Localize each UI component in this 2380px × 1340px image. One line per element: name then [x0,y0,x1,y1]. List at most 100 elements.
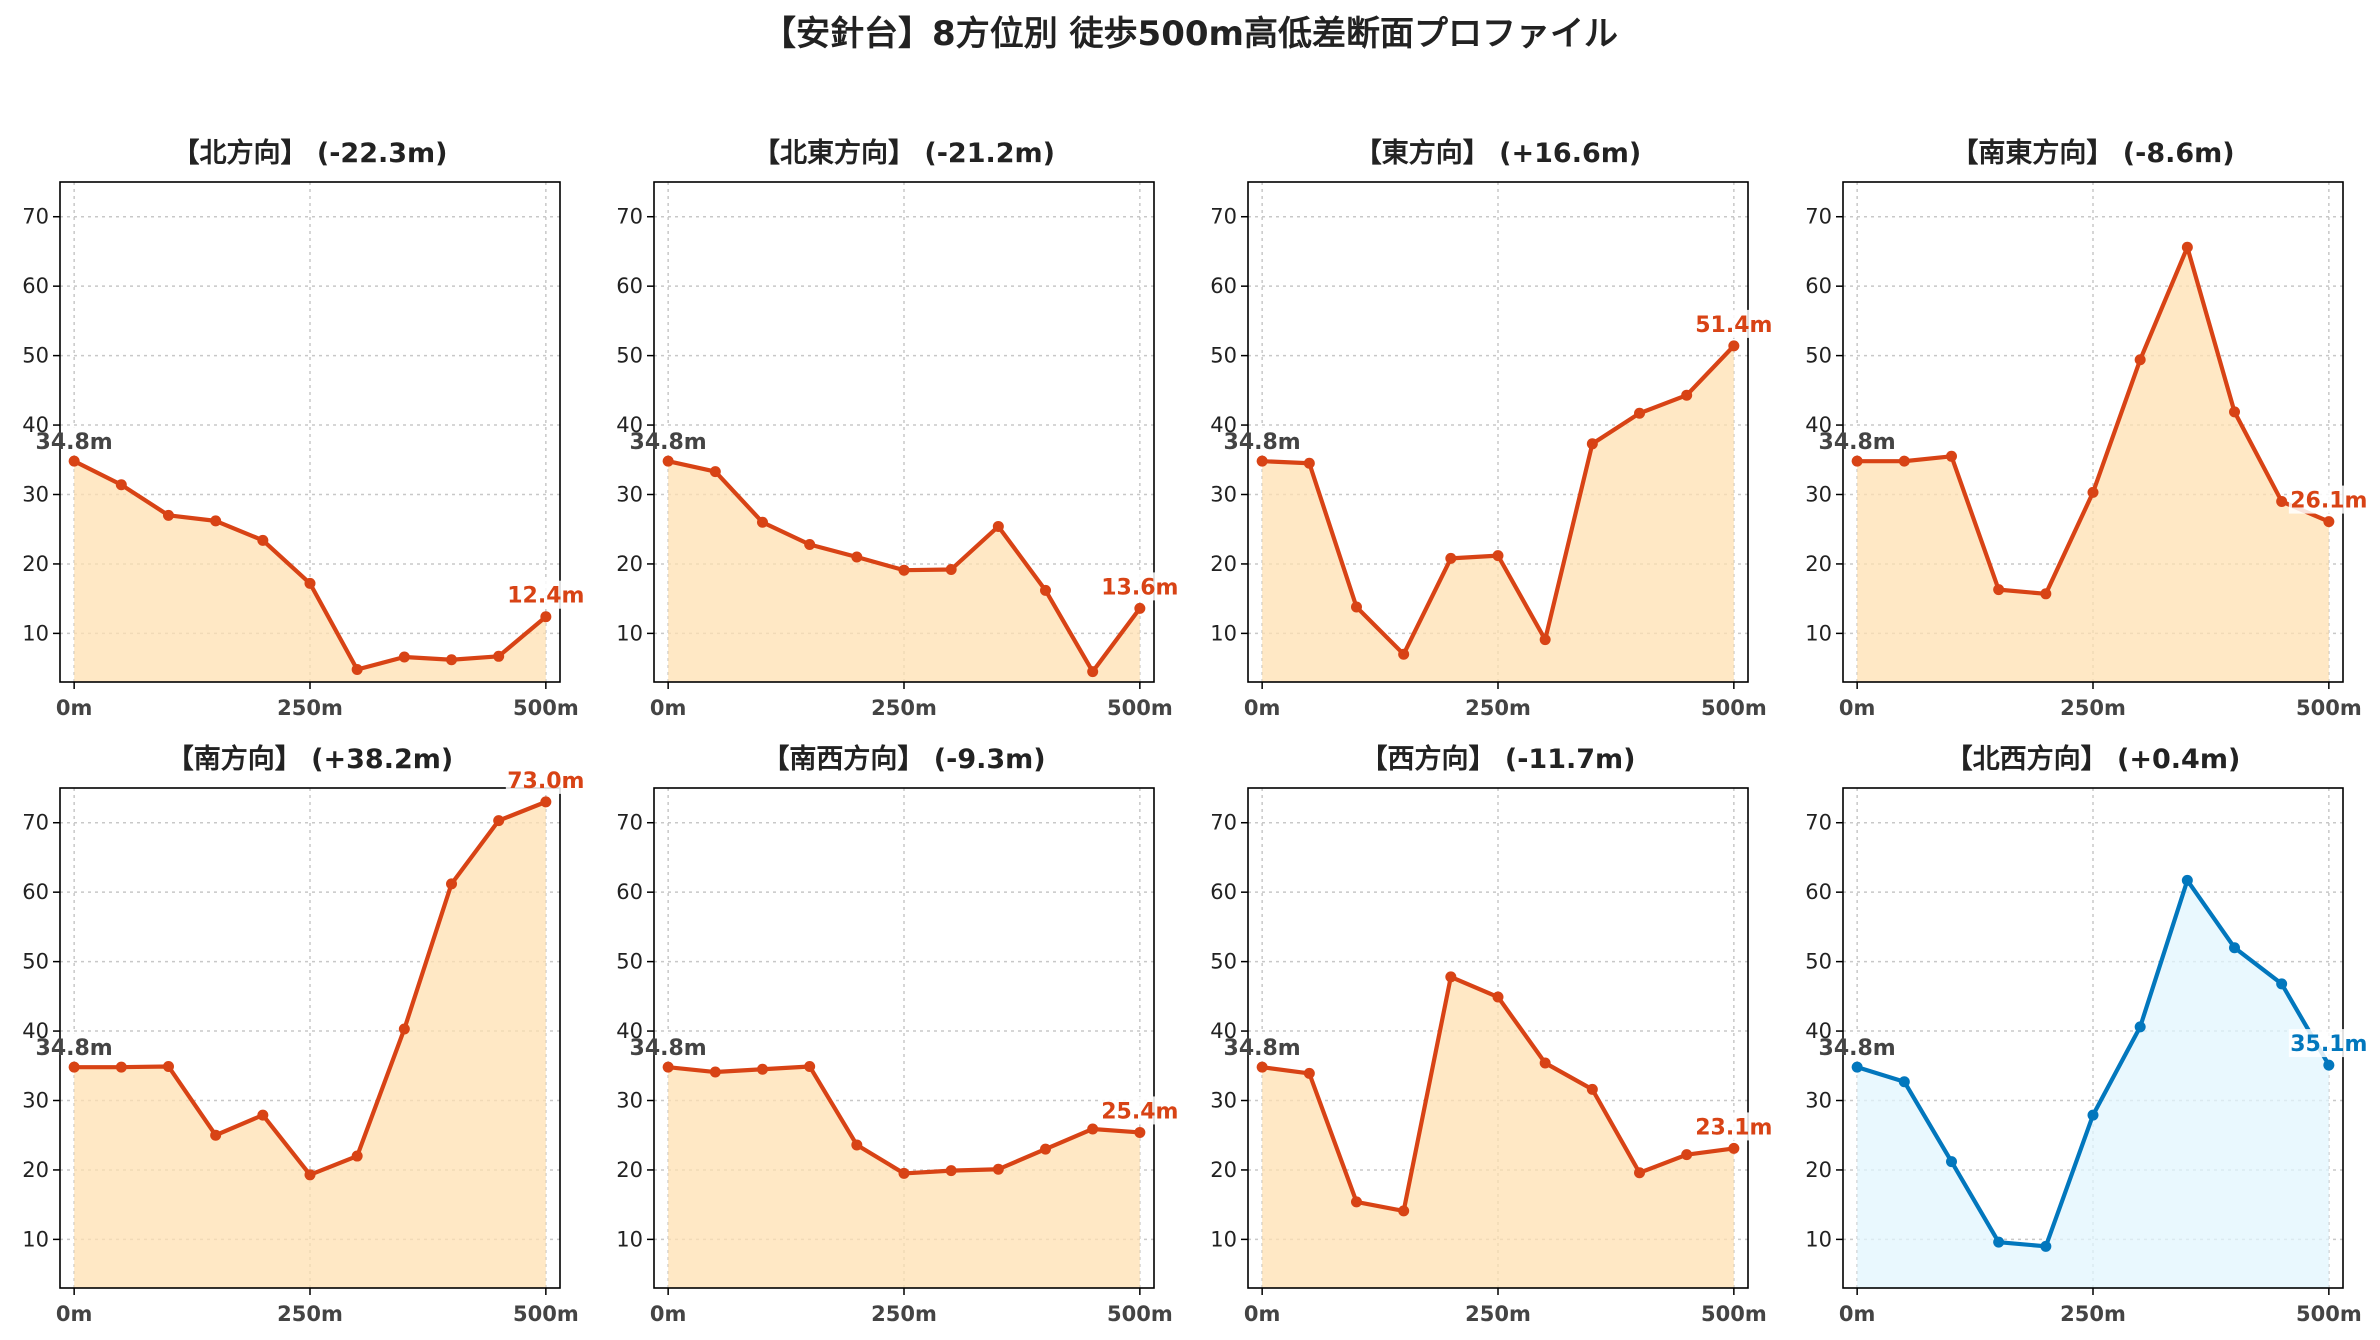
profile-point [662,1061,674,1073]
start-label-halo [1250,427,1275,454]
profile-point [1040,584,1052,596]
end-elevation-label: 51.4m [1695,313,1772,338]
profile-point [398,651,410,663]
profile-point [1492,991,1504,1003]
panel-2: 【北東方向】 (-21.2m) 10 20 30 40 50 60 70 0m 250m 500m 3… [616,137,1180,720]
profile-point [257,1109,269,1121]
end-label-halo [2288,1029,2369,1058]
profile-point [992,1163,1004,1175]
profile-point [756,1063,768,1075]
end-label-halo [2288,485,2369,514]
profile-area [1262,976,1734,1288]
x-tick-label: 250m [277,1302,343,1326]
x-tick-label: 0m [1839,1302,1876,1326]
profile-point [446,878,458,890]
panel-3: 【東方向】 (+16.6m) 10 20 30 40 50 60 70 0m 250m 500m 34… [1210,137,1774,720]
profile-point [1134,1126,1146,1138]
y-tick-label: 40 [1210,1019,1237,1043]
profile-point [898,564,910,576]
profile-point [162,509,174,521]
y-tick-label: 40 [22,413,49,437]
profile-point [1256,455,1268,467]
panel-title: 【北西方向】 (+0.4m) [1946,743,2241,775]
x-tick-label: 0m [1244,696,1281,720]
y-tick-label: 60 [22,274,49,298]
y-tick-label: 30 [1210,1089,1237,1113]
profile-point [851,551,863,563]
y-tick-label: 70 [1210,811,1237,835]
profile-area [74,801,546,1288]
x-tick-label: 500m [1701,696,1767,720]
profile-point [2087,1109,2099,1121]
profile-point [115,1061,127,1073]
x-tick-label: 500m [2296,696,2362,720]
profile-point [1539,634,1551,646]
y-tick-label: 60 [1210,274,1237,298]
profile-point [945,1165,957,1177]
y-tick-label: 50 [22,950,49,974]
profile-point [210,1129,222,1141]
profile-point [1087,666,1099,678]
y-tick-label: 20 [1805,552,1832,576]
profile-point [1993,1236,2005,1248]
x-tick-label: 500m [1701,1302,1767,1326]
profile-point [709,1066,721,1078]
start-elevation-label: 34.8m [1819,430,1896,455]
y-tick-label: 40 [1210,413,1237,437]
profile-point [1851,1061,1863,1073]
y-tick-label: 70 [616,811,643,835]
y-tick-label: 40 [616,413,643,437]
end-elevation-label: 25.4m [1101,1099,1178,1124]
end-label-halo [1693,309,1774,338]
y-tick-label: 70 [22,811,49,835]
profile-area [74,461,546,682]
end-elevation-label: 13.6m [1101,575,1178,600]
profile-point [756,516,768,528]
profile-point [1445,971,1457,983]
profile-point [1681,389,1693,401]
y-tick-label: 40 [1805,413,1832,437]
panel-title: 【南方向】 (+38.2m) [167,743,453,775]
y-tick-label: 10 [1210,1227,1237,1251]
y-tick-label: 20 [22,552,49,576]
y-tick-label: 30 [616,1089,643,1113]
y-tick-label: 50 [1210,950,1237,974]
y-tick-label: 50 [1805,344,1832,368]
y-tick-label: 60 [1805,274,1832,298]
panel-5: 【南方向】 (+38.2m) 10 20 30 40 50 60 70 0m 250m 500m 34… [22,743,586,1326]
y-tick-label: 30 [1805,1089,1832,1113]
profile-point [851,1139,863,1151]
profile-point [1634,407,1646,419]
end-label-halo [1693,1112,1774,1141]
profile-point [2134,1021,2146,1033]
start-label-halo [62,1033,87,1060]
y-tick-label: 60 [22,880,49,904]
x-tick-label: 0m [650,696,687,720]
profile-point [1586,438,1598,450]
start-elevation-label: 34.8m [630,1036,707,1061]
profile-point [1303,457,1315,469]
x-tick-label: 500m [1107,696,1173,720]
profile-point [1398,648,1410,660]
y-tick-label: 30 [1210,483,1237,507]
y-tick-label: 60 [1805,880,1832,904]
profile-point [68,1061,80,1073]
profile-point [1728,1142,1740,1154]
profile-point [2181,241,2193,253]
panel-title: 【北方向】 (-22.3m) [172,137,447,169]
profile-point [1898,455,1910,467]
panel-title: 【南西方向】 (-9.3m) [762,743,1045,775]
profile-point [1492,550,1504,562]
start-label-halo [656,427,681,454]
profile-area [1857,247,2329,682]
end-elevation-label: 35.1m [2290,1032,2367,1057]
x-tick-label: 500m [1107,1302,1173,1326]
y-tick-label: 30 [1805,483,1832,507]
profile-point [1398,1205,1410,1217]
end-label-halo [1099,1096,1180,1125]
y-tick-label: 50 [22,344,49,368]
y-tick-label: 60 [616,880,643,904]
panel-4: 【南東方向】 (-8.6m) 10 20 30 40 50 60 70 0m 250m 500m 34… [1805,137,2369,720]
